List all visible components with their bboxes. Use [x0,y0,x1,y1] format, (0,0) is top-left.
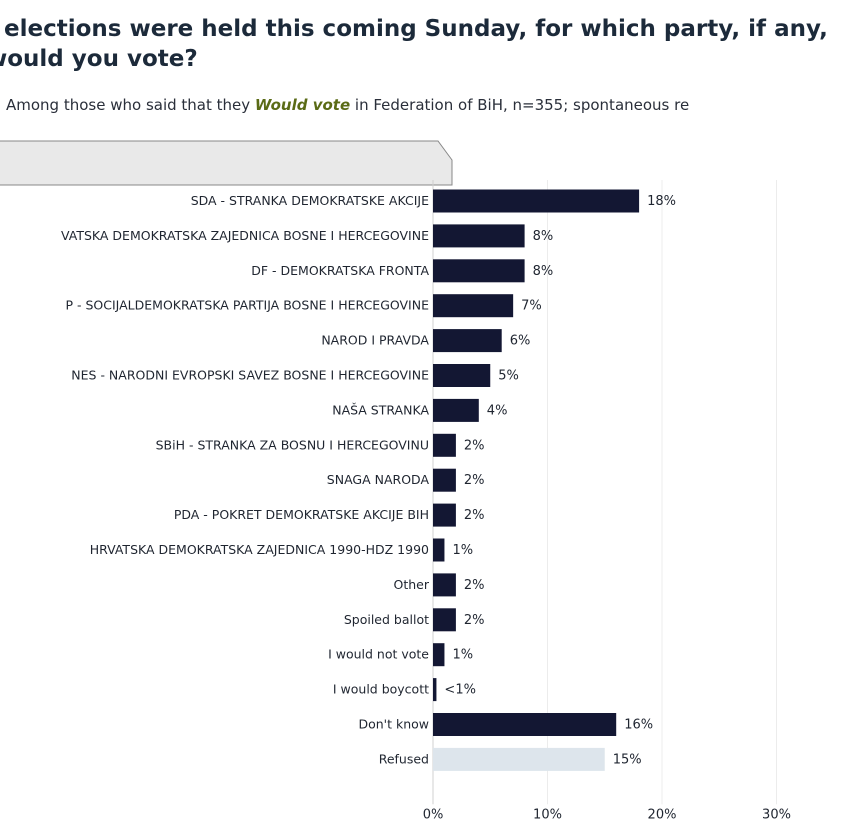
category-label: HRVATSKA DEMOKRATSKA ZAJEDNICA 1990-HDZ … [90,542,429,557]
x-tick-label: 20% [648,807,677,822]
category-label: I would boycott [333,682,429,697]
x-tick-label: 0% [423,807,444,822]
category-label: VATSKA DEMOKRATSKA ZAJEDNICA BOSNE I HER… [61,228,429,243]
value-label: 8% [533,264,554,279]
bar [433,747,605,771]
category-label: NAROD I PRAVDA [321,333,429,348]
chart-subtitle: Among those who said that they Would vot… [6,96,847,114]
x-tick-label: 10% [533,807,562,822]
value-label: 18% [647,194,676,209]
bar [433,713,617,736]
bar [433,329,502,353]
bar [433,538,445,562]
bar [433,294,514,318]
value-label: 6% [510,334,531,349]
bar [433,608,456,632]
bar [433,468,456,492]
bar [433,189,640,213]
category-label: Refused [379,751,429,766]
value-label: 4% [487,403,508,418]
subtitle-suffix: in Federation of BiH, n=355; spontaneous… [350,96,690,114]
category-label: SNAGA NARODA [327,472,430,487]
value-label: 2% [464,438,485,453]
value-label: 2% [464,508,485,523]
subtitle-emphasis: Would vote [254,96,351,114]
category-label: P - SOCIJALDEMOKRATSKA PARTIJA BOSNE I H… [65,298,429,313]
value-label: 7% [521,299,542,314]
bar [433,678,437,702]
value-label: 2% [464,578,485,593]
value-label: 1% [452,648,473,663]
value-label: 5% [498,369,519,384]
value-label: 2% [464,473,485,488]
bar-chart: SDA - STRANKA DEMOKRATSKE AKCIJE 18% VATSK… [61,180,791,822]
category-label: Other [394,577,430,592]
category-label: NES - NARODNI EVROPSKI SAVEZ BOSNE I HER… [71,368,429,383]
category-label: PDA - POKRET DEMOKRATSKE AKCIJE BIH [174,507,429,522]
category-label: Don't know [358,717,429,732]
value-label: 15% [613,752,642,767]
category-label: Spoiled ballot [344,612,429,627]
bar [433,364,491,387]
bar [433,398,479,422]
bar [433,224,525,248]
value-label: 8% [533,229,554,244]
bar [433,259,525,283]
value-label: 1% [452,543,473,558]
bar [433,433,456,457]
value-label: 16% [624,718,653,733]
category-label: DF - DEMOKRATSKA FRONTA [251,263,429,278]
chart-title: f elections were held this coming Sunday… [0,16,828,72]
bar [433,573,456,597]
value-label: 2% [464,613,485,628]
bar [433,503,456,527]
category-label: SBiH - STRANKA ZA BOSNU I HERCEGOVINU [156,437,429,452]
x-tick-label: 30% [762,807,791,822]
category-label: SDA - STRANKA DEMOKRATSKE AKCIJE [191,193,429,208]
header-tab-shape [0,140,453,186]
subtitle-prefix: Among those who said that they [6,96,255,114]
bar [433,643,445,667]
value-label: <1% [444,683,476,698]
category-label: NAŠA STRANKA [332,402,429,417]
category-label: I would not vote [328,647,429,662]
